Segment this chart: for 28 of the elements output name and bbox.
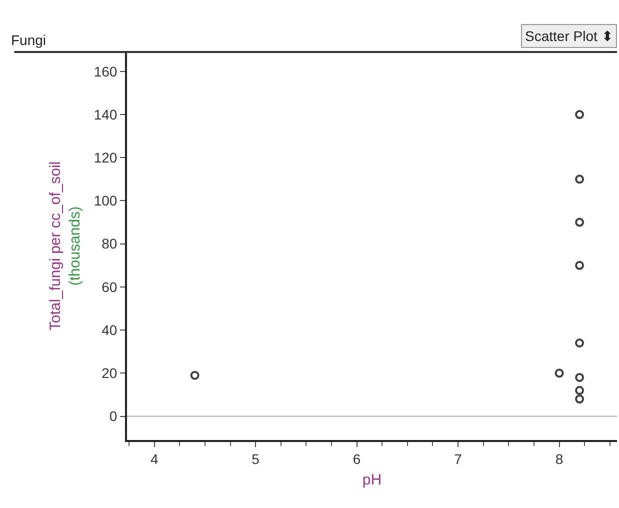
point xyxy=(575,386,584,395)
y-tick-label: 160 xyxy=(94,63,118,80)
text: Scatter Plot ⬍ xyxy=(525,28,614,44)
chart-title: Fungi xyxy=(11,32,46,48)
point xyxy=(575,260,584,270)
x-tick-label: 8 xyxy=(555,450,564,467)
y-tick-label: 40 xyxy=(102,322,118,338)
y-tick-label: 20 xyxy=(102,365,118,382)
y-tick-label: 0 xyxy=(109,408,118,424)
point xyxy=(575,372,584,382)
point xyxy=(575,218,584,227)
x-axis-title: pH xyxy=(362,471,382,488)
x-tick-label: 4 xyxy=(150,450,158,467)
x-tick-label: 7 xyxy=(454,450,462,467)
y-axis-title: Total_fungi per cc_of_soil (thousands) xyxy=(47,161,84,331)
x-tick-label: 5 xyxy=(252,450,260,467)
y-tick-label: 120 xyxy=(94,150,118,166)
point xyxy=(575,174,584,184)
y-tick-label: 140 xyxy=(94,106,118,122)
y-tick-label: 60 xyxy=(102,278,118,295)
point xyxy=(190,370,200,380)
point xyxy=(575,110,584,120)
point xyxy=(575,338,584,348)
point xyxy=(554,368,564,378)
y-tick-label: 100 xyxy=(94,192,118,209)
y-tick-label: 80 xyxy=(102,236,118,252)
x-tick-label: 6 xyxy=(352,450,361,467)
point xyxy=(575,394,584,404)
